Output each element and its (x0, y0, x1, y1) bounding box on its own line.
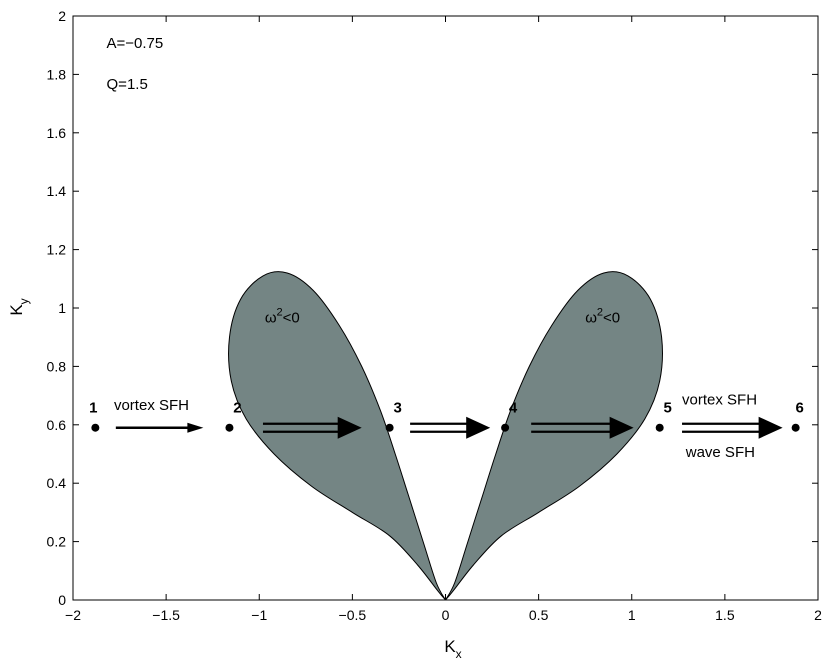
instability-region-label-2: ω2<0 (585, 307, 620, 327)
instability-region-1 (228, 271, 446, 601)
plot-frame (72, 15, 819, 601)
arrow-head (187, 422, 204, 433)
y-tick-label: 1.8 (47, 66, 67, 82)
annotation-1: A=−0.75 (107, 35, 164, 52)
arrow-head (466, 416, 491, 439)
y-tick-label: 0.8 (47, 358, 67, 374)
x-tick-label: 1 (628, 607, 636, 623)
y-tick-label: 0 (58, 592, 66, 608)
point-6 (791, 423, 800, 432)
y-tick-label: 0.4 (47, 475, 67, 491)
point-label-4: 4 (509, 400, 518, 417)
x-tick-label: 0.5 (529, 607, 549, 623)
point-3 (385, 423, 394, 432)
x-tick-label: −0.5 (339, 607, 367, 623)
arrow-head (758, 416, 783, 439)
annotation-2: Q=1.5 (107, 76, 148, 93)
x-axis-title: Kx (444, 637, 461, 661)
annotation-5: wave SFH (685, 444, 755, 461)
annotation-4: vortex SFH (682, 391, 757, 408)
transition-arrow-3 (410, 416, 491, 439)
transition-arrow-5 (682, 416, 783, 439)
point-4 (501, 423, 510, 432)
points-layer: 1 2 3 4 5 6 (89, 400, 804, 432)
annotation-3: vortex SFH (114, 397, 189, 414)
point-label-5: 5 (664, 400, 672, 417)
transition-arrow-4 (531, 416, 634, 439)
x-tick-label: 1.5 (715, 607, 735, 623)
x-tick-label: 0 (442, 607, 450, 623)
point-label-3: 3 (393, 400, 401, 417)
y-tick-label: 1.6 (47, 125, 67, 141)
y-tick-label: 0.2 (47, 534, 67, 550)
point-label-1: 1 (89, 400, 97, 417)
annotations-layer: A=−0.75 Q=1.5 vortex SFH vortex SFH wave SFH (107, 35, 758, 461)
y-tick-label: 1.4 (47, 183, 67, 199)
point-2 (225, 423, 234, 432)
arrow-head (337, 416, 362, 439)
x-tick-label: −1 (251, 607, 267, 623)
point-1 (91, 423, 100, 432)
x-tick-label: 2 (814, 607, 822, 623)
instability-region-label-1: ω2<0 (265, 307, 300, 327)
arrow-head (609, 416, 634, 439)
x-tick-label: −1.5 (152, 607, 180, 623)
ticks-layer: −2 −1.5 −1 −0.5 0 0.5 1 1.5 2 0 0.2 0.4 0.6 0.8 1 1.2 1.… (47, 8, 823, 623)
y-tick-label: 1 (58, 300, 66, 316)
transition-arrow-2 (262, 416, 362, 439)
y-tick-label: 0.6 (47, 417, 67, 433)
point-label-2: 2 (233, 400, 241, 417)
regions-layer: ω2<0 ω2<0 (228, 271, 663, 601)
arrows-layer (115, 416, 783, 439)
y-tick-label: 1.2 (47, 242, 67, 258)
point-5 (655, 423, 664, 432)
y-axis-title: Ky (7, 298, 31, 315)
x-tick-label: −2 (65, 607, 81, 623)
point-label-6: 6 (795, 400, 803, 417)
transition-arrow-1 (115, 422, 204, 433)
instability-region-2 (445, 271, 663, 601)
y-tick-label: 2 (58, 8, 66, 24)
